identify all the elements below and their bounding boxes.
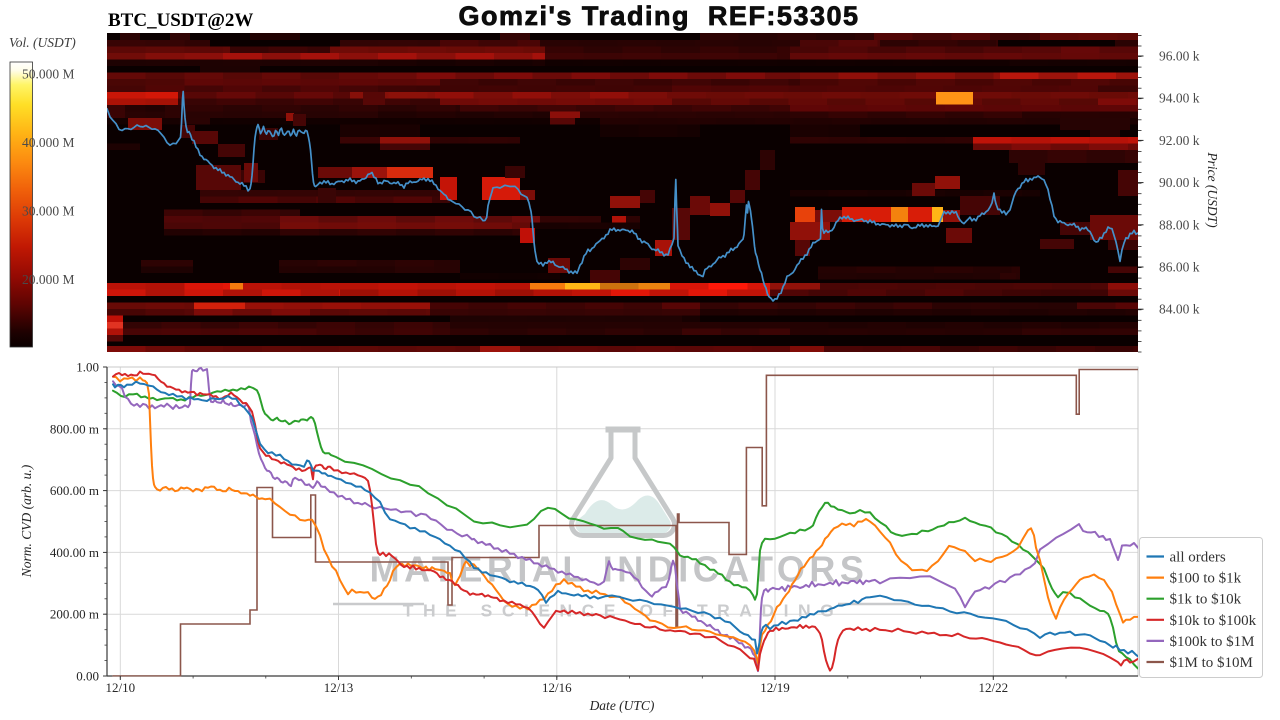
svg-text:90.00 k: 90.00 k: [1159, 175, 1200, 190]
svg-text:$10k to $100k: $10k to $100k: [1170, 613, 1257, 629]
svg-text:Gomzi's Trading REF:53305: Gomzi's Trading REF:53305: [458, 1, 859, 31]
svg-text:all orders: all orders: [1170, 550, 1226, 566]
svg-text:400.00 m: 400.00 m: [50, 545, 99, 560]
svg-text:BTC_USDT@2W: BTC_USDT@2W: [108, 10, 253, 31]
svg-text:800.00 m: 800.00 m: [50, 421, 99, 436]
svg-text:12/19: 12/19: [760, 680, 790, 695]
svg-text:40.000 M: 40.000 M: [22, 135, 75, 150]
svg-text:12/22: 12/22: [978, 680, 1008, 695]
svg-text:88.00 k: 88.00 k: [1159, 217, 1200, 232]
svg-text:96.00 k: 96.00 k: [1159, 49, 1200, 64]
svg-text:Norm. CVD (arb. u.): Norm. CVD (arb. u.): [19, 464, 34, 578]
svg-text:$1M to $10M: $1M to $10M: [1170, 655, 1253, 671]
svg-text:20.000 M: 20.000 M: [22, 272, 75, 287]
svg-text:1.00: 1.00: [76, 360, 99, 375]
svg-text:86.00 k: 86.00 k: [1159, 260, 1200, 275]
svg-text:50.000 M: 50.000 M: [22, 67, 75, 82]
svg-text:12/10: 12/10: [105, 680, 135, 695]
svg-text:94.00 k: 94.00 k: [1159, 91, 1200, 106]
svg-text:600.00 m: 600.00 m: [50, 483, 99, 498]
svg-text:12/16: 12/16: [542, 680, 572, 695]
svg-text:12/13: 12/13: [324, 680, 354, 695]
svg-text:THE SCIENCE OF TRADING: THE SCIENCE OF TRADING: [403, 601, 843, 621]
svg-text:0.00: 0.00: [76, 669, 99, 684]
svg-text:84.00 k: 84.00 k: [1159, 302, 1200, 317]
svg-text:$100k to $1M: $100k to $1M: [1170, 634, 1255, 650]
svg-text:92.00 k: 92.00 k: [1159, 133, 1200, 148]
svg-text:$100 to $1k: $100 to $1k: [1170, 571, 1242, 587]
svg-text:Vol. (USDT): Vol. (USDT): [9, 35, 76, 50]
svg-text:200.00 m: 200.00 m: [50, 607, 99, 622]
svg-text:$1k to $10k: $1k to $10k: [1170, 592, 1242, 608]
svg-text:Date (UTC): Date (UTC): [589, 698, 655, 713]
svg-text:30.000 M: 30.000 M: [22, 204, 75, 219]
svg-text:Price (USDT): Price (USDT): [1205, 151, 1220, 228]
